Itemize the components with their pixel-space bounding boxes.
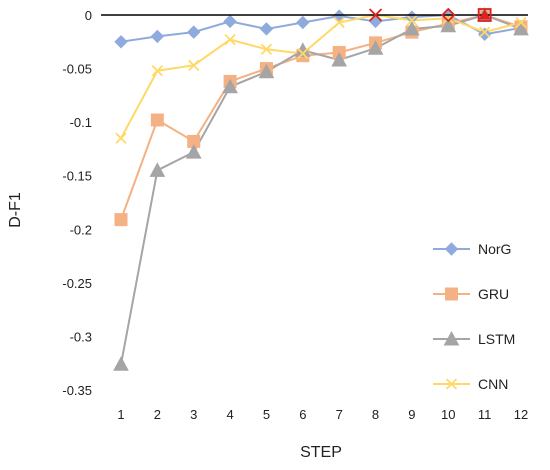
data-point-cnn [151,65,164,77]
legend-marker-gru [445,287,458,301]
highlight-marker [478,8,491,20]
highlight-marker [368,8,383,22]
data-point-cnn [333,16,345,29]
y-tick-label: -0.15 [62,169,92,184]
data-point-lstm [367,40,384,55]
legend-marker-norg [444,242,459,256]
highlight-marker [440,7,456,23]
y-axis-title: D-F1 [7,192,24,228]
data-point-cnn [406,14,418,26]
x-tick-label: 12 [514,407,528,422]
data-point-lstm [331,51,348,67]
x-tick-label: 3 [190,407,197,422]
data-point-cnn [515,16,527,29]
x-tick-label: 1 [117,407,124,422]
legend-marker-lstm [443,330,460,346]
legend-marker-cnn [445,378,458,390]
data-point-gru [150,113,164,127]
x-tick-label: 5 [263,407,270,422]
data-point-cnn [115,132,127,144]
y-axis-ticks: 0 -0.05 -0.1 -0.15 -0.2 -0.25 -0.3 -0.35 [62,8,92,398]
series-markers [113,6,529,371]
data-point-cnn [260,43,273,55]
data-point-norg [150,29,165,44]
highlight-markers [368,7,492,23]
data-point-lstm [513,20,529,36]
data-point-norg [259,22,274,36]
x-axis-ticks: 1 2 3 4 5 6 7 8 9 10 11 12 [117,407,528,422]
data-point-norg [368,14,383,29]
data-point-lstm [404,20,420,36]
y-tick-label: -0.35 [62,383,92,398]
x-tick-label: 2 [154,407,161,422]
data-point-norg [187,25,201,39]
y-tick-label: 0 [85,8,92,23]
data-point-cnn [224,34,236,46]
y-tick-label: -0.1 [70,115,92,130]
y-tick-label: -0.3 [70,329,92,344]
x-tick-label: 10 [441,407,455,422]
legend-label: NorG [478,241,511,257]
x-tick-label: 9 [408,407,415,422]
x-tick-label: 7 [336,407,343,422]
y-tick-label: -0.25 [62,276,92,291]
legend: NorG GRU LSTM CNN [433,241,515,392]
legend-label: CNN [478,376,508,392]
legend-label: GRU [478,286,509,302]
series-lines [120,13,522,365]
data-point-norg [477,27,492,41]
data-point-lstm [222,78,238,94]
data-point-gru [114,213,128,227]
data-point-cnn [297,47,309,60]
x-axis-title: STEP [300,444,342,461]
x-tick-label: 11 [478,407,492,422]
series-line-gru [120,13,522,220]
data-point-norg [223,14,237,29]
x-tick-label: 4 [226,407,233,422]
data-point-norg [296,15,310,30]
x-tick-label: 6 [299,407,306,422]
x-tick-label: 8 [372,407,379,422]
data-point-lstm [440,17,457,33]
data-point-cnn [188,59,200,71]
data-point-lstm [185,144,202,159]
data-point-norg [114,35,128,49]
data-point-lstm [113,356,129,371]
data-point-lstm [258,63,275,79]
legend-label: LSTM [478,331,515,347]
y-tick-label: -0.2 [70,222,92,237]
data-point-lstm [149,162,166,177]
y-tick-label: -0.05 [62,62,92,77]
data-point-cnn [478,26,491,38]
data-point-norg [332,9,346,23]
